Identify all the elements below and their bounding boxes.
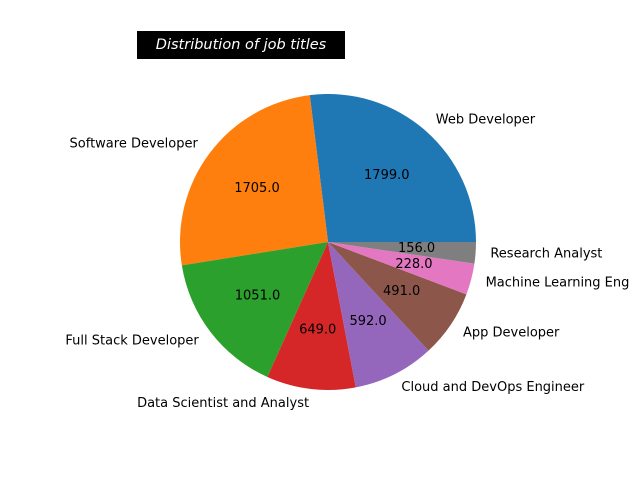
category-label-software-developer: Software Developer bbox=[70, 137, 199, 152]
pie-slice-web-developer bbox=[309, 93, 476, 242]
category-label-data-scientist-and-analyst: Data Scientist and Analyst bbox=[137, 396, 309, 411]
category-label-research-analyst: Research Analyst bbox=[490, 246, 602, 261]
value-label-machine-learning-engineer: 228.0 bbox=[395, 257, 432, 272]
pie-slice-data-scientist-and-analyst bbox=[267, 242, 356, 390]
category-labels: Web Developer Software Developer Full Stac… bbox=[65, 112, 629, 411]
pie-slice-app-developer bbox=[328, 242, 467, 351]
value-label-app-developer: 491.0 bbox=[383, 284, 420, 299]
chart-title: Distribution of job titles bbox=[155, 37, 327, 53]
value-label-full-stack-developer: 1051.0 bbox=[235, 288, 281, 303]
value-label-research-analyst: 156.0 bbox=[398, 241, 435, 256]
category-label-machine-learning-engineer: Machine Learning Eng bbox=[486, 275, 630, 290]
category-label-full-stack-developer: Full Stack Developer bbox=[65, 333, 199, 348]
pie-slice-machine-learning-engineer bbox=[328, 242, 475, 295]
value-label-software-developer: 1705.0 bbox=[234, 181, 280, 196]
chart-title-background bbox=[137, 31, 345, 59]
value-label-cloud-and-devops-engineer: 592.0 bbox=[349, 314, 386, 329]
category-label-app-developer: App Developer bbox=[463, 325, 560, 340]
pie-slice-full-stack-developer bbox=[181, 242, 328, 378]
pie-slice-software-developer bbox=[180, 95, 328, 266]
pie-slices bbox=[180, 93, 476, 390]
pie-slice-cloud-and-devops-engineer bbox=[328, 242, 429, 388]
pie-slice-research-analyst bbox=[328, 242, 476, 264]
category-label-cloud-and-devops-engineer: Cloud and DevOps Engineer bbox=[401, 380, 584, 395]
value-labels: 1799.0 1705.0 1051.0 649.0 592.0 491.0 228.015… bbox=[234, 168, 435, 338]
value-label-data-scientist-and-analyst: 649.0 bbox=[299, 323, 336, 338]
value-label-web-developer: 1799.0 bbox=[364, 168, 410, 183]
category-label-web-developer: Web Developer bbox=[436, 112, 536, 127]
